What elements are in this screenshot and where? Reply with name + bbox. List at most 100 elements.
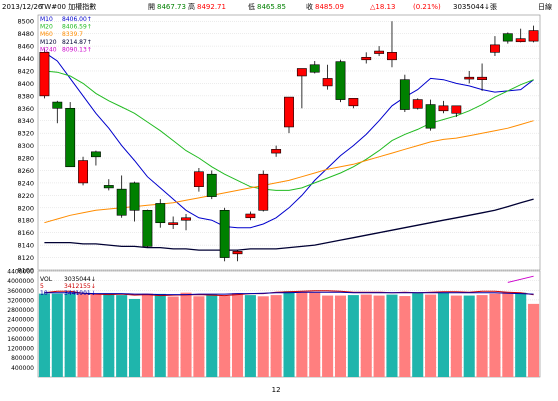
- price-legend: M10 8406.00↑ M20 8406.59↑ M60 8339.7 M120 8214.…: [40, 16, 92, 53]
- volume-bar: [296, 292, 308, 377]
- candle: [245, 211, 256, 221]
- volume-legend: VOL 3035044↓ 5 3412155↓ 10 3441901↓: [40, 276, 96, 297]
- candle: [206, 170, 217, 200]
- legend-name-vol5: 5: [40, 283, 44, 290]
- ma-line-ma240: [507, 275, 534, 283]
- volume-tick-label: 2400000: [7, 317, 34, 324]
- candle-body: [296, 68, 307, 77]
- price-axis: 8100 8120 8140 8160 8180 8200 8220 8240 8260 8280…: [17, 18, 34, 275]
- candle-body: [65, 107, 76, 168]
- legend-name-ma60: M60: [40, 31, 53, 38]
- price-tick-label: 8320: [17, 130, 34, 138]
- price-tick-label: 8300: [17, 142, 34, 150]
- volume-bar: [360, 294, 372, 377]
- legend-value-ma120: 8214.87↑: [62, 39, 92, 46]
- volume-average-lines: [44, 290, 534, 297]
- legend-value-ma10: 8406.00↑: [62, 16, 92, 23]
- volume-bar: [103, 293, 115, 377]
- volume-bar: [450, 295, 462, 377]
- candle-body: [438, 105, 449, 112]
- candle: [168, 216, 179, 229]
- candle: [78, 156, 88, 186]
- volume-tick-label: 2000000: [7, 326, 34, 333]
- volume-tick-label: 800000: [11, 355, 34, 362]
- candle-body: [515, 38, 526, 43]
- volume-bar: [270, 295, 282, 377]
- candle-body: [451, 105, 462, 114]
- candle-body: [129, 182, 140, 211]
- price-tick-label: 8180: [17, 217, 34, 225]
- candle: [412, 98, 423, 110]
- price-tick-label: 8340: [17, 117, 34, 125]
- change-percent: (0.21%): [413, 3, 441, 11]
- legend-name-vol10: 10: [40, 290, 48, 297]
- volume-bar: [167, 296, 179, 377]
- candle-body: [502, 33, 513, 42]
- close-value: 8485.09: [315, 3, 344, 11]
- candle: [451, 105, 462, 117]
- volume-bar: [180, 292, 192, 377]
- legend-value-vol: 3035044↓: [64, 276, 96, 283]
- close-label: 收: [306, 3, 313, 11]
- candle: [90, 150, 101, 166]
- candle-body: [116, 188, 127, 216]
- candle: [490, 36, 500, 57]
- legend-name-vol: VOL: [40, 276, 53, 283]
- price-tick-label: 8100: [17, 267, 34, 275]
- legend-value-vol10: 3441901↓: [64, 290, 96, 297]
- price-tick-label: 8460: [17, 43, 34, 51]
- candle-body: [335, 61, 346, 100]
- volume-value: 3035044↓張: [453, 3, 498, 11]
- candle: [502, 32, 513, 44]
- legend-value-ma60: 8339.7: [62, 31, 83, 38]
- volume-bar: [412, 293, 424, 377]
- candle-body: [155, 203, 166, 224]
- volume-bar: [129, 298, 141, 377]
- candle: [399, 74, 410, 113]
- candle: [193, 168, 204, 192]
- volume-bar: [77, 293, 89, 377]
- volume-tick-label: 400000: [11, 365, 34, 372]
- volume-tick-label: 2800000: [7, 307, 34, 314]
- price-tick-label: 8440: [17, 55, 34, 63]
- candle: [103, 179, 114, 191]
- price-tick-label: 8380: [17, 92, 34, 100]
- candle-body: [78, 160, 88, 184]
- volume-bar: [206, 294, 218, 377]
- candle: [258, 170, 269, 212]
- candle-body: [528, 30, 539, 42]
- price-tick-label: 8400: [17, 80, 34, 88]
- legend-value-vol5: 3412155↓: [64, 283, 96, 290]
- candle: [464, 70, 475, 84]
- quote-date: 2013/12/26: [2, 3, 43, 11]
- candlesticks: [39, 21, 539, 262]
- price-tick-label: 8280: [17, 155, 34, 163]
- candle: [374, 46, 385, 57]
- open-value: 8467.73: [157, 3, 186, 11]
- candle-body: [374, 50, 385, 54]
- volume-bar: [489, 293, 501, 377]
- candle: [515, 28, 526, 43]
- volume-bar: [116, 295, 128, 377]
- candle-body: [412, 99, 423, 109]
- candle-body: [284, 96, 294, 128]
- candle-body: [425, 104, 436, 129]
- quote-symbol: TW#00 加權指數: [40, 3, 97, 11]
- price-panel-frame: [37, 14, 541, 271]
- candle: [284, 96, 294, 134]
- candle-body: [322, 78, 333, 87]
- volume-bar: [257, 296, 269, 377]
- volume-bar: [399, 296, 411, 377]
- candle-body: [168, 222, 179, 225]
- candle-body: [181, 217, 191, 221]
- price-tick-label: 8240: [17, 179, 34, 187]
- candle-body: [258, 173, 269, 211]
- volume-bar: [463, 295, 475, 377]
- open-label: 開: [148, 3, 155, 11]
- candle-body: [206, 173, 217, 197]
- candle-body: [142, 209, 153, 247]
- change-value: △18.13: [370, 3, 396, 11]
- volume-bar: [154, 293, 166, 377]
- price-tick-label: 8160: [17, 229, 34, 237]
